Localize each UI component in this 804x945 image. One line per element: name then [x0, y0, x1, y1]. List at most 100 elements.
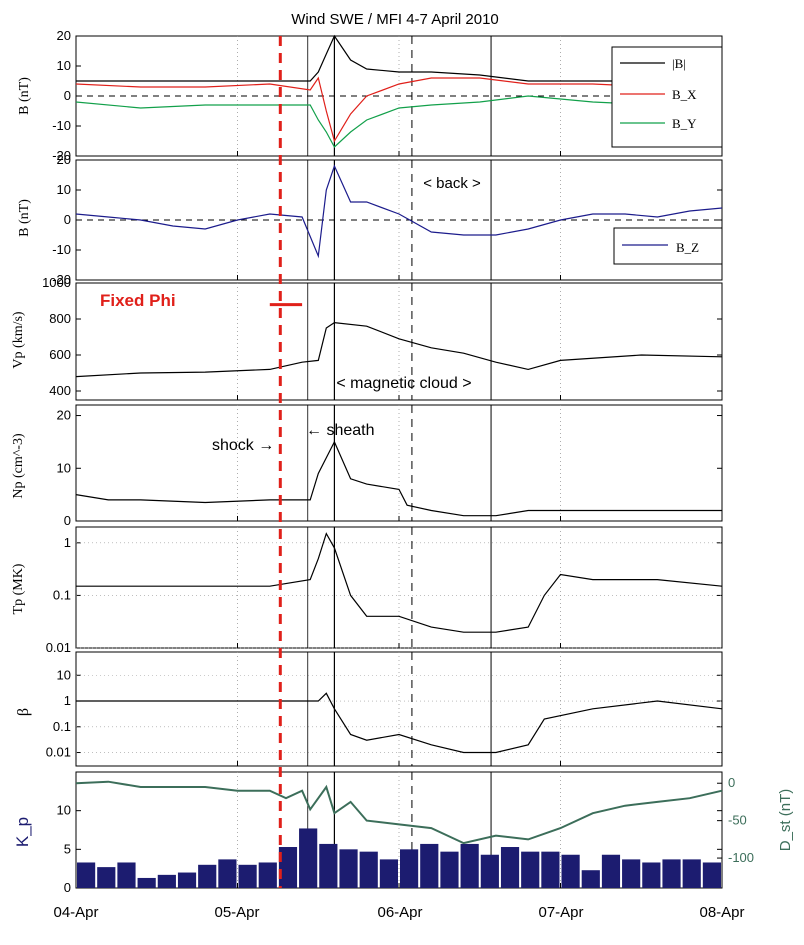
- kp-bar: [460, 843, 479, 888]
- ylabel-kp: K_p: [13, 817, 32, 847]
- kp-bar: [521, 851, 540, 888]
- panel-5-ytick-label: 0.1: [53, 719, 71, 734]
- kp-bar: [77, 862, 96, 888]
- ylabel-np: Np (cm^-3): [11, 433, 26, 499]
- ylabel-b1: B (nT): [17, 77, 32, 115]
- panel-0-ytick-label: -10: [52, 118, 71, 133]
- x-axis-labels: 04-Apr 05-Apr 06-Apr 07-Apr 08-Apr: [53, 904, 744, 921]
- kp-bar: [299, 828, 318, 888]
- x-tick-05-apr: 05-Apr: [214, 904, 259, 921]
- back-annotation: < back >: [423, 175, 481, 192]
- kp-bar: [238, 864, 257, 888]
- panel-3-ytick-label: 10: [57, 460, 71, 475]
- kp-bar: [500, 847, 520, 888]
- legend-bx-label: B_X: [672, 87, 697, 102]
- panel-1-ytick-label: 20: [57, 152, 71, 167]
- kp-bar: [198, 864, 217, 888]
- panel-3-frame: [75, 404, 723, 522]
- dst-line: [75, 780, 723, 845]
- panel-5-ytick-label: 1: [64, 693, 71, 708]
- kp-bar: [682, 859, 701, 888]
- panel-0-ytick-label: 20: [57, 28, 71, 43]
- panel-0-ytick-label: -20: [52, 148, 71, 163]
- kp-bar: [319, 843, 338, 888]
- panel-5-ytick-label: 0.01: [46, 745, 71, 760]
- x-tick-08-apr: 08-Apr: [699, 904, 744, 921]
- magnetic-cloud-annotation: < magnetic cloud >: [336, 375, 471, 392]
- legend-bz: B_Z: [613, 227, 723, 265]
- panel-0-series-B_Y: [75, 95, 722, 148]
- kp-bar: [541, 851, 560, 888]
- panel-1-ytick-label: 10: [57, 182, 71, 197]
- panel-4-ytick-label: 0.01: [46, 640, 71, 655]
- kp-bar: [420, 843, 439, 888]
- panel-5-ytick-label: 10: [57, 667, 71, 682]
- kp-bar: [379, 859, 398, 888]
- panel-2-ytick-label: 400: [49, 383, 71, 398]
- kp-bar: [702, 862, 721, 888]
- x-tick-06-apr: 06-Apr: [377, 904, 422, 921]
- kp-bar: [662, 859, 681, 888]
- panel-2-ytick-label: 800: [49, 311, 71, 326]
- legend-b: |B| B_X B_Y: [611, 46, 723, 148]
- kp-bar: [561, 854, 580, 888]
- kp-bar: [177, 872, 197, 888]
- kp-bar: [157, 874, 176, 888]
- legend-by-label: B_Y: [672, 116, 697, 131]
- ylabel-beta: β: [15, 708, 32, 716]
- kp-bar: [258, 862, 277, 888]
- kp-bar: [97, 867, 116, 888]
- kp-bar: [278, 847, 298, 888]
- x-tick-07-apr: 07-Apr: [538, 904, 583, 921]
- panel-4-series-Tp: [76, 532, 723, 633]
- ylabel-tp: Tp (MK): [11, 563, 26, 614]
- kp-bar: [117, 862, 136, 888]
- ylabel-b2: B (nT): [17, 199, 32, 237]
- kp-bar: [359, 851, 378, 888]
- figure-title: Wind SWE / MFI 4-7 April 2010: [291, 11, 499, 28]
- panel-0-series-|B|: [76, 34, 722, 82]
- panel-3-ytick-label: 0: [64, 513, 71, 528]
- panel-6-ytick-label: 10: [57, 803, 71, 818]
- kp-bar: [642, 862, 661, 888]
- panel-0-ytick-label: 0: [64, 88, 71, 103]
- panel-2-series-Vp: [75, 321, 723, 378]
- panel-6-ytick-label: 5: [64, 841, 71, 856]
- legend-bmag-label: |B|: [672, 56, 686, 71]
- panel-2-ytick-label: 600: [49, 347, 71, 362]
- fixed-phi-label: Fixed Phi: [100, 291, 176, 310]
- panel-0-series-B_X: [75, 76, 722, 143]
- dst-ytick-label: -50: [728, 813, 747, 828]
- kp-bar: [480, 854, 499, 888]
- sheath-annotation: ← sheath: [306, 422, 374, 439]
- kp-bar: [218, 859, 237, 888]
- kp-bar: [622, 859, 641, 888]
- panel-2-ytick-label: 1000: [42, 275, 71, 290]
- dst-ytick-label: 0: [728, 775, 735, 790]
- plots: -20-1001020-20-1001020400600800100001020…: [42, 28, 754, 895]
- kp-bar: [137, 877, 156, 888]
- panel-0-ytick-label: 10: [57, 58, 71, 73]
- kp-bar: [400, 849, 419, 888]
- shock-annotation: shock →: [212, 437, 274, 454]
- panel-5-series-beta: [76, 692, 723, 754]
- panel-4-ytick-label: 1: [64, 535, 71, 550]
- kp-bar: [440, 851, 459, 888]
- ylabel-dst: D_st (nT): [777, 789, 794, 852]
- kp-bar: [339, 849, 358, 888]
- panel-3-series-Np: [75, 440, 722, 517]
- panel-1-series-B_Z: [75, 164, 723, 259]
- panel-1-ytick-label: -20: [52, 272, 71, 287]
- kp-bar: [601, 854, 621, 888]
- ylabel-vp: Vp (km/s): [11, 311, 26, 369]
- x-tick-04-apr: 04-Apr: [53, 904, 98, 921]
- panel-6-ytick-label: 0: [64, 880, 71, 895]
- panel-1-ytick-label: 0: [64, 212, 71, 227]
- legend-bz-label: B_Z: [676, 240, 699, 255]
- panel-1-ytick-label: -10: [52, 242, 71, 257]
- panel-4-ytick-label: 0.1: [53, 587, 71, 602]
- kp-bar: [581, 870, 600, 888]
- dst-ytick-label: -100: [728, 850, 754, 865]
- panel-3-ytick-label: 20: [57, 408, 71, 423]
